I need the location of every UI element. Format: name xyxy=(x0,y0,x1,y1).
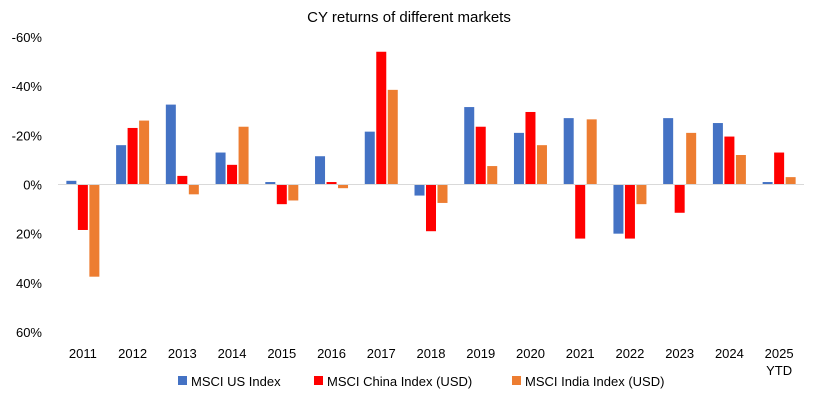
bar-msci-china-index-usd xyxy=(276,184,287,205)
bar-msci-china-index-usd xyxy=(426,184,436,232)
bar-msci-china-index-usd xyxy=(326,182,337,185)
y-tick-label: 20% xyxy=(16,227,42,242)
bar-msci-india-index-usd xyxy=(636,184,647,205)
bar-msci-india-index-usd xyxy=(536,145,547,185)
y-tick-label: -20% xyxy=(12,128,43,143)
x-tick-label: 2011 xyxy=(69,346,97,361)
x-tick-label: 2015 xyxy=(267,346,296,361)
bar-msci-china-index-usd xyxy=(376,51,387,185)
bar-msci-us-index xyxy=(563,118,574,185)
bar-msci-us-index xyxy=(265,182,276,185)
x-tick-label: 2017 xyxy=(367,346,396,361)
bar-msci-us-index xyxy=(364,131,375,185)
bar-msci-india-index-usd xyxy=(89,184,100,277)
bar-msci-us-index xyxy=(613,184,624,234)
bar-msci-us-index xyxy=(712,123,723,185)
bar-msci-india-index-usd xyxy=(338,184,349,189)
chart-title: CY returns of different markets xyxy=(307,9,511,26)
bar-msci-china-index-usd xyxy=(575,184,586,239)
bar-msci-india-index-usd xyxy=(586,119,597,185)
legend: MSCI US Index MSCI China Index (USD) MSCI … xyxy=(178,374,664,389)
legend-label-msci-china-index-usd: MSCI China Index (USD) xyxy=(327,374,472,389)
bar-msci-china-index-usd xyxy=(674,184,685,213)
bar-series-group xyxy=(66,51,796,277)
bar-msci-india-index-usd xyxy=(686,132,697,185)
bar-msci-china-index-usd xyxy=(77,184,88,230)
bar-msci-us-index xyxy=(513,132,524,185)
x-tick-label: 2012 xyxy=(118,346,147,361)
legend-label-msci-india-index-usd: MSCI India Index (USD) xyxy=(525,374,664,389)
x-tick-label: 2020 xyxy=(516,346,545,361)
bar-msci-china-index-usd xyxy=(475,126,486,185)
legend-swatch-msci-china-index-usd xyxy=(314,376,323,385)
bar-msci-china-index-usd xyxy=(724,136,735,185)
x-tick-label: 2024 xyxy=(715,346,744,361)
bar-msci-us-index xyxy=(762,182,773,185)
x-tick-label: 2025 xyxy=(765,346,794,361)
y-axis-tick-labels: -60% -40% -20% 0% 20% 40% 60% xyxy=(12,30,43,340)
y-tick-label: 0% xyxy=(23,178,42,193)
x-tick-label: 2022 xyxy=(615,346,644,361)
bar-msci-india-index-usd xyxy=(437,184,448,203)
bar-msci-us-index xyxy=(116,145,127,185)
bar-msci-us-index xyxy=(215,152,226,185)
legend-swatch-msci-us-index xyxy=(178,376,187,385)
bar-msci-us-index xyxy=(315,156,326,185)
y-tick-label: 40% xyxy=(16,276,42,291)
bar-msci-india-index-usd xyxy=(139,120,150,185)
bar-msci-india-index-usd xyxy=(735,155,746,185)
bar-msci-china-index-usd xyxy=(177,175,188,185)
bar-msci-india-index-usd xyxy=(288,184,299,201)
bar-msci-us-index xyxy=(414,184,425,196)
bar-msci-china-index-usd xyxy=(624,184,635,239)
bar-msci-china-index-usd xyxy=(227,164,238,185)
bar-msci-india-index-usd xyxy=(188,184,199,195)
bar-msci-india-index-usd xyxy=(238,126,249,185)
x-tick-label: 2019 xyxy=(466,346,495,361)
bar-msci-china-index-usd xyxy=(525,111,536,185)
legend-label-msci-us-index: MSCI US Index xyxy=(191,374,281,389)
x-tick-label: 2023 xyxy=(665,346,694,361)
bar-msci-us-index xyxy=(464,107,475,185)
bar-msci-china-index-usd xyxy=(127,127,138,185)
bar-msci-us-index xyxy=(66,180,77,185)
y-tick-label: 60% xyxy=(16,325,42,340)
x-tick-label: 2014 xyxy=(218,346,247,361)
bar-msci-china-index-usd xyxy=(774,152,785,185)
bar-msci-india-index-usd xyxy=(387,89,398,185)
x-tick-label: 2013 xyxy=(168,346,197,361)
bar-msci-us-index xyxy=(165,104,176,185)
bar-msci-india-index-usd xyxy=(785,177,796,185)
x-tick-label: 2021 xyxy=(566,346,595,361)
y-tick-label: -60% xyxy=(12,30,43,45)
bar-msci-us-index xyxy=(663,118,674,185)
x-axis-tick-labels: 2011 2012 2013 2014 2015 2016 2017 2018 2019 2020… xyxy=(69,346,794,378)
bar-msci-india-index-usd xyxy=(487,166,498,185)
y-tick-label: -40% xyxy=(12,79,43,94)
x-tick-label: YTD xyxy=(766,363,792,378)
x-tick-label: 2016 xyxy=(317,346,346,361)
x-tick-label: 2018 xyxy=(417,346,446,361)
legend-swatch-msci-india-index-usd xyxy=(512,376,521,385)
